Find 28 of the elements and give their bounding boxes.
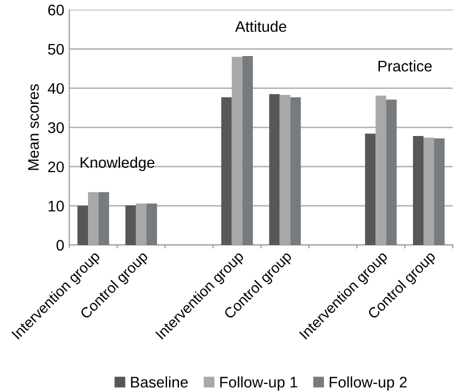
- bar: [365, 134, 376, 245]
- bar: [269, 94, 280, 245]
- bar: [412, 136, 424, 245]
- y-tick-label: 30: [48, 122, 64, 134]
- bar: [125, 205, 136, 245]
- bar: [424, 138, 434, 245]
- y-tick-label: 0: [56, 240, 64, 251]
- bar: [280, 94, 290, 245]
- bar: [290, 97, 301, 245]
- y-tick-label: 60: [48, 4, 64, 16]
- y-tick-label: 20: [48, 161, 64, 172]
- y-tick-label: 50: [48, 44, 64, 55]
- legend-label: Follow-up 1: [220, 376, 298, 391]
- annotation: Practice: [378, 60, 432, 72]
- bar: [77, 206, 88, 245]
- bar: [386, 100, 397, 245]
- bar: [146, 203, 158, 245]
- y-tick-label: 10: [48, 200, 64, 212]
- annotation: Knowledge: [80, 156, 154, 171]
- y-tick-label: 40: [48, 83, 64, 94]
- legend-label: Follow-up 2: [330, 376, 407, 391]
- bar: [242, 56, 253, 245]
- bar: [221, 97, 232, 245]
- bar: [434, 138, 445, 245]
- annotation: Attitude: [235, 20, 286, 32]
- legend-label: Baseline: [131, 376, 188, 388]
- y-axis-title: Mean scores: [28, 84, 39, 170]
- bar: [98, 192, 110, 245]
